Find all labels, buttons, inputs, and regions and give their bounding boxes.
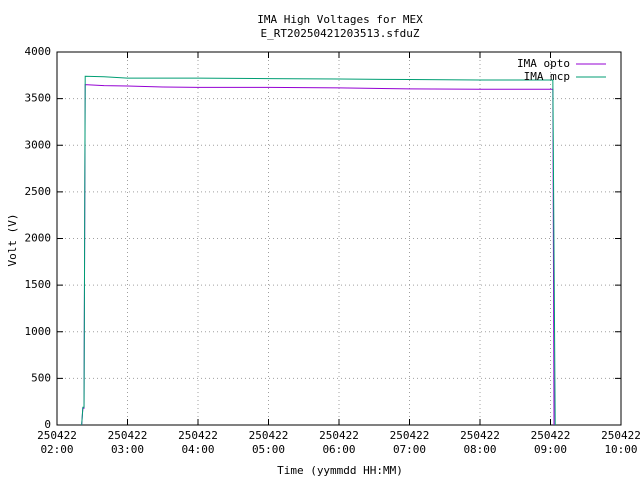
- legend-label: IMA mcp: [524, 70, 570, 83]
- series-line: [81, 84, 555, 426]
- y-tick-label: 500: [31, 371, 51, 384]
- chart-title: IMA High Voltages for MEX: [257, 13, 423, 26]
- legend-label: IMA opto: [517, 57, 570, 70]
- x-axis-label: Time (yymmdd HH:MM): [277, 464, 403, 477]
- chart-subtitle: E_RT20250421203513.sfduZ: [261, 27, 420, 40]
- x-tick-label: 250422 05:00: [248, 429, 289, 456]
- x-tick-label: 250422 09:00: [530, 429, 571, 456]
- y-tick-label: 1000: [25, 325, 52, 338]
- series-line: [81, 75, 556, 426]
- y-tick-label: 0: [44, 418, 51, 431]
- x-tick-label: 250422 08:00: [460, 429, 500, 456]
- y-tick-label: 4000: [25, 45, 52, 58]
- x-tick-label: 250422 10:00: [601, 429, 640, 456]
- y-tick-label: 3500: [25, 92, 52, 105]
- x-tick-label: 250422 06:00: [319, 429, 359, 456]
- y-tick-label: 3000: [25, 138, 52, 151]
- y-tick-label: 1500: [25, 278, 52, 291]
- plot-border: [56, 51, 622, 426]
- y-tick-label: 2500: [25, 185, 52, 198]
- y-axis-label: Volt (V): [6, 214, 19, 267]
- x-tick-label: 250422 02:00: [37, 429, 77, 456]
- x-tick-label: 250422 03:00: [107, 429, 148, 456]
- x-tick-label: 250422 04:00: [178, 429, 218, 456]
- x-tick-label: 250422 07:00: [389, 429, 430, 456]
- y-tick-label: 2000: [25, 232, 52, 245]
